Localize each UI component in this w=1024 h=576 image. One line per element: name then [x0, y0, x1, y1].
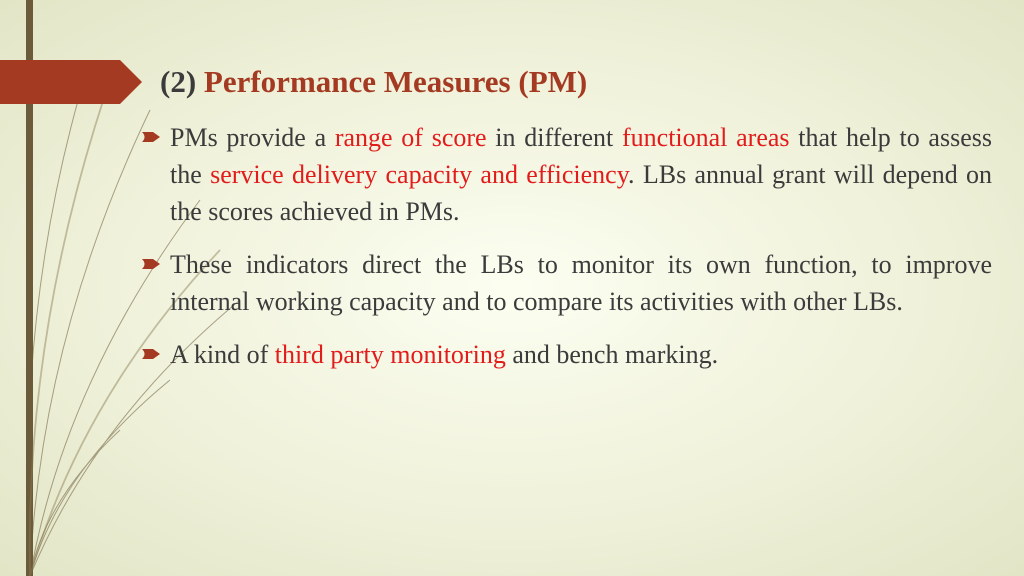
bullet-item: A kind of third party monitoring and ben…	[142, 337, 992, 374]
body-text-segment: PMs provide a	[170, 123, 335, 152]
bullet-arrow-icon	[142, 130, 162, 144]
bullet-item: These indicators direct the LBs to monit…	[142, 247, 992, 321]
title-number: (2)	[160, 64, 204, 99]
body-text-segment: A kind of	[170, 340, 275, 369]
slide-content: PMs provide a range of score in differen…	[142, 120, 992, 389]
highlighted-text: third party monitoring	[275, 340, 506, 369]
highlighted-text: functional areas	[622, 123, 790, 152]
bullet-arrow-icon	[142, 347, 162, 361]
bullet-text: These indicators direct the LBs to monit…	[170, 247, 992, 321]
body-text-segment: These indicators direct the LBs to monit…	[170, 250, 992, 316]
bullet-text: A kind of third party monitoring and ben…	[170, 337, 718, 374]
bullet-item: PMs provide a range of score in differen…	[142, 120, 992, 231]
highlighted-text: range of score	[335, 123, 487, 152]
bullet-text: PMs provide a range of score in differen…	[170, 120, 992, 231]
body-text-segment: in different	[487, 123, 622, 152]
body-text-segment: and bench marking.	[506, 340, 718, 369]
slide-title: (2) Performance Measures (PM)	[160, 64, 587, 100]
slide-title-block: (2) Performance Measures (PM)	[0, 60, 587, 104]
bullet-arrow-icon	[142, 257, 162, 271]
title-marker-arrow	[0, 60, 120, 104]
highlighted-text: service delivery capacity and efficiency	[210, 160, 628, 189]
title-main-text: Performance Measures (PM)	[204, 64, 587, 99]
